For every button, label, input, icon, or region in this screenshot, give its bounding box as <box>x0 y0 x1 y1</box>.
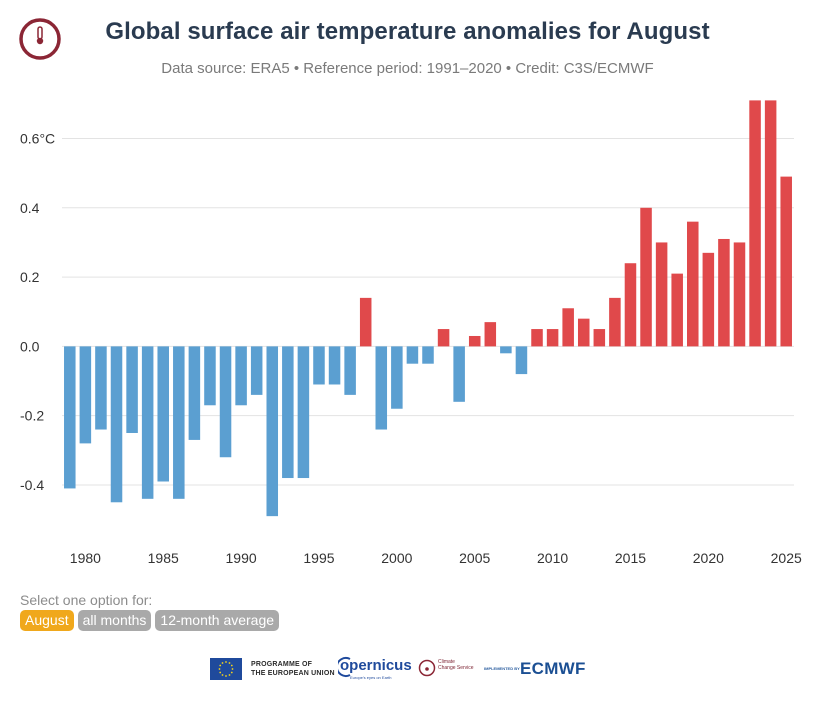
bar <box>515 346 528 375</box>
bar <box>702 252 715 347</box>
bar <box>282 346 294 479</box>
bar <box>235 346 247 406</box>
option-12-month-average-button[interactable]: 12-month average <box>155 610 280 631</box>
bar <box>328 346 341 385</box>
x-tick-label: 1995 <box>303 550 334 566</box>
x-tick-label: 2020 <box>693 550 724 566</box>
bar <box>110 346 123 503</box>
bar <box>204 346 216 406</box>
bar <box>687 221 699 347</box>
bar <box>79 346 92 444</box>
bar <box>406 346 419 364</box>
x-tick-label: 2025 <box>771 550 802 566</box>
period-selector: August all months 12-month average <box>20 610 280 631</box>
bar <box>562 308 574 347</box>
bar <box>764 100 777 347</box>
copernicus-logo-text: opernicus <box>340 657 412 674</box>
bar <box>468 335 481 347</box>
x-tick-label: 2015 <box>615 550 646 566</box>
bar <box>157 346 169 482</box>
x-tick-label: 1985 <box>148 550 179 566</box>
c3s-small-logo-icon <box>418 659 436 677</box>
bar <box>422 346 434 364</box>
bar <box>437 329 450 347</box>
bar <box>671 273 683 347</box>
bar <box>359 297 372 347</box>
footer-logos: PROGRAMME OF THE EUROPEAN UNION opernicu… <box>0 655 815 685</box>
c3s-logo-text: Climate Change Service <box>438 659 474 671</box>
chart-title: Global surface air temperature anomalies… <box>105 18 710 45</box>
bar <box>375 346 388 430</box>
bar <box>609 297 621 347</box>
bar <box>500 346 512 354</box>
bar <box>749 100 761 347</box>
bar <box>95 346 107 430</box>
x-tick-label: 2005 <box>459 550 490 566</box>
bar <box>453 346 465 402</box>
option-august-button[interactable]: August <box>20 610 74 631</box>
bar <box>219 346 232 458</box>
y-tick-label: -0.2 <box>20 408 44 424</box>
y-tick-label: 0.0 <box>20 338 40 354</box>
y-tick-label: 0.2 <box>20 269 40 285</box>
eu-flag-icon <box>210 658 242 680</box>
x-tick-label: 2000 <box>381 550 412 566</box>
bar <box>266 346 279 517</box>
x-tick-label: 2010 <box>537 550 568 566</box>
bar <box>250 346 263 395</box>
bar <box>484 322 497 347</box>
bar <box>718 238 730 347</box>
bar-chart: -0.4 -0.2 0.0 0.2 0.4 0.6°C 1980 1985 1990 1995 20… <box>20 100 802 566</box>
y-tick-label: 0.4 <box>20 200 40 216</box>
copernicus-tagline: Europe's eyes on Earth <box>350 675 392 680</box>
option-all-months-button[interactable]: all months <box>77 610 152 631</box>
bar <box>188 346 201 440</box>
y-tick-label: -0.4 <box>20 477 44 493</box>
x-tick-label: 1990 <box>226 550 257 566</box>
selector-label: Select one option for: <box>20 592 153 608</box>
x-tick-label: 1980 <box>70 550 101 566</box>
bar <box>313 346 325 385</box>
bar <box>640 207 652 347</box>
bar <box>141 346 154 499</box>
c3s-logo <box>19 18 61 60</box>
bar <box>733 242 746 347</box>
bar <box>173 346 185 499</box>
bar <box>577 318 590 347</box>
bar <box>780 176 792 347</box>
bar <box>655 242 668 347</box>
bar <box>391 346 403 409</box>
bar <box>531 329 543 347</box>
chart-subtitle: Data source: ERA5 • Reference period: 19… <box>161 60 654 77</box>
bar <box>297 346 310 479</box>
bar <box>593 329 606 347</box>
bar <box>344 346 356 395</box>
ecmwf-logo: ECMWF <box>520 659 586 678</box>
implemented-by-text: IMPLEMENTED BY <box>484 666 520 671</box>
bar <box>64 346 76 489</box>
bar <box>624 263 637 347</box>
copernicus-c-icon <box>338 657 351 677</box>
eu-programme-text: PROGRAMME OF THE EUROPEAN UNION <box>251 661 335 677</box>
y-tick-label: 0.6°C <box>20 131 55 147</box>
bar <box>126 346 138 433</box>
bar <box>546 329 559 347</box>
